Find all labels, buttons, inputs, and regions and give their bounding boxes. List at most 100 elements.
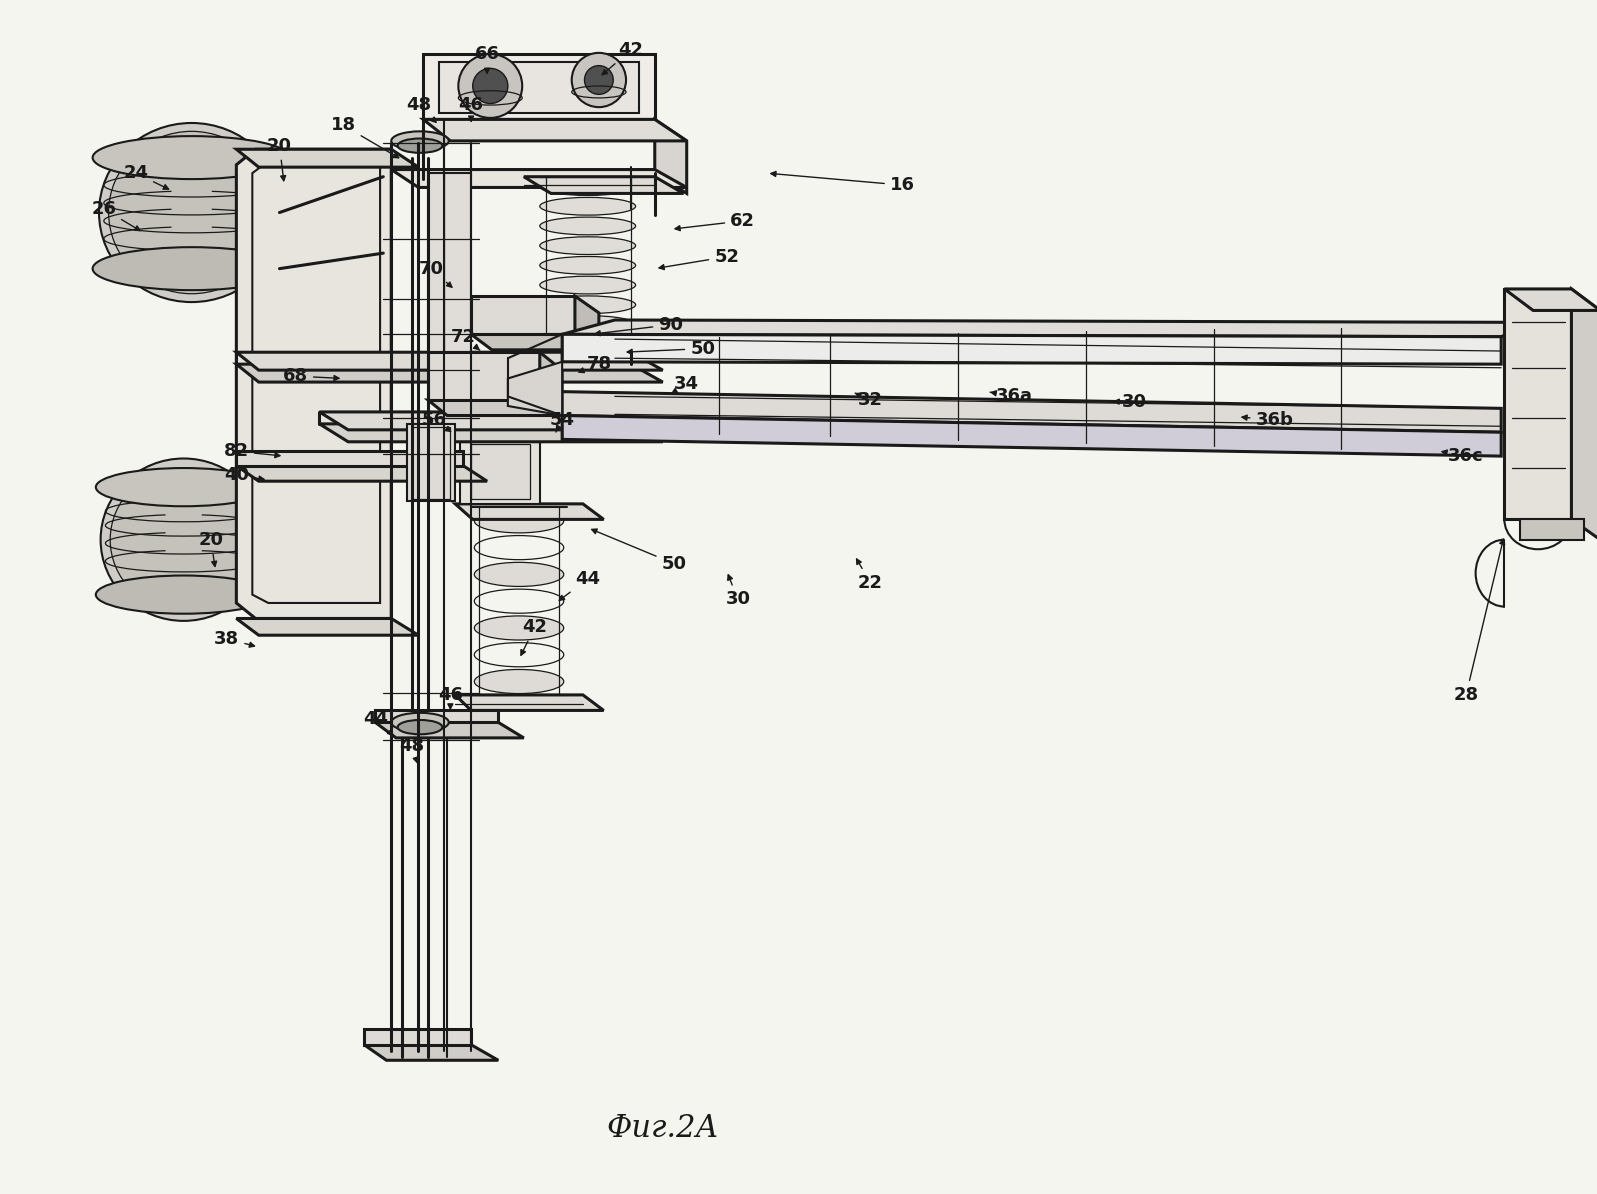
Ellipse shape xyxy=(391,131,449,150)
Text: 68: 68 xyxy=(283,367,339,386)
Text: 82: 82 xyxy=(224,442,279,461)
Text: 62: 62 xyxy=(676,211,755,230)
Ellipse shape xyxy=(474,509,564,533)
Text: 48: 48 xyxy=(406,96,436,122)
Ellipse shape xyxy=(109,131,275,294)
Ellipse shape xyxy=(474,616,564,640)
Text: 20: 20 xyxy=(267,136,292,180)
Text: 18: 18 xyxy=(331,116,399,158)
Polygon shape xyxy=(471,334,599,350)
Ellipse shape xyxy=(96,468,271,506)
Text: 78: 78 xyxy=(580,355,612,374)
Polygon shape xyxy=(375,722,524,738)
Text: 40: 40 xyxy=(224,466,264,485)
Text: 44: 44 xyxy=(363,709,393,736)
Text: Фиг.2А: Фиг.2А xyxy=(607,1113,719,1144)
Polygon shape xyxy=(540,352,562,416)
Polygon shape xyxy=(319,424,663,442)
Polygon shape xyxy=(279,165,383,227)
Polygon shape xyxy=(471,296,575,334)
Polygon shape xyxy=(428,173,471,352)
Text: 90: 90 xyxy=(596,315,684,336)
Circle shape xyxy=(473,68,508,104)
Polygon shape xyxy=(260,516,383,554)
Ellipse shape xyxy=(110,468,257,611)
Polygon shape xyxy=(471,444,530,499)
Text: 42: 42 xyxy=(602,41,644,75)
Text: 20: 20 xyxy=(198,530,224,566)
Text: 70: 70 xyxy=(418,259,452,288)
Ellipse shape xyxy=(540,197,636,215)
Ellipse shape xyxy=(398,720,442,734)
Text: 36b: 36b xyxy=(1242,411,1294,430)
Text: 50: 50 xyxy=(592,529,687,573)
Polygon shape xyxy=(562,392,1501,432)
Polygon shape xyxy=(423,119,687,141)
Ellipse shape xyxy=(391,713,449,732)
Polygon shape xyxy=(407,424,455,501)
Circle shape xyxy=(585,66,613,94)
Ellipse shape xyxy=(540,296,636,314)
Text: 32: 32 xyxy=(854,390,883,410)
Polygon shape xyxy=(562,334,1501,364)
Polygon shape xyxy=(428,352,540,400)
Polygon shape xyxy=(455,504,604,519)
Ellipse shape xyxy=(540,236,636,254)
Text: 38: 38 xyxy=(214,629,254,648)
Ellipse shape xyxy=(99,123,284,302)
Text: 44: 44 xyxy=(559,570,600,601)
Polygon shape xyxy=(1504,289,1597,310)
Polygon shape xyxy=(1504,289,1571,519)
Text: 36c: 36c xyxy=(1442,447,1484,466)
Text: 56: 56 xyxy=(422,411,450,431)
Text: 36a: 36a xyxy=(990,387,1033,406)
Polygon shape xyxy=(508,334,562,439)
Text: 34: 34 xyxy=(671,375,699,394)
Polygon shape xyxy=(575,296,599,350)
Ellipse shape xyxy=(540,257,636,275)
Text: 30: 30 xyxy=(1115,393,1147,412)
Polygon shape xyxy=(1571,289,1597,540)
Polygon shape xyxy=(391,170,687,187)
Polygon shape xyxy=(236,364,663,382)
Polygon shape xyxy=(236,466,487,481)
Ellipse shape xyxy=(93,136,291,179)
Text: 50: 50 xyxy=(628,339,715,358)
Ellipse shape xyxy=(474,670,564,694)
Circle shape xyxy=(458,54,522,118)
Polygon shape xyxy=(364,1029,471,1045)
Circle shape xyxy=(572,53,626,107)
Polygon shape xyxy=(428,400,562,416)
Text: 42: 42 xyxy=(521,617,548,656)
Polygon shape xyxy=(562,320,1533,337)
Polygon shape xyxy=(423,54,655,119)
Polygon shape xyxy=(455,695,604,710)
Text: 46: 46 xyxy=(438,685,463,709)
Polygon shape xyxy=(364,1045,498,1060)
Polygon shape xyxy=(236,352,663,370)
Polygon shape xyxy=(236,149,418,167)
Text: 52: 52 xyxy=(660,247,739,270)
Polygon shape xyxy=(375,710,498,722)
Text: 46: 46 xyxy=(458,96,484,121)
Text: 26: 26 xyxy=(91,199,141,230)
Text: 66: 66 xyxy=(474,44,500,73)
Text: 22: 22 xyxy=(856,559,883,592)
Ellipse shape xyxy=(398,139,442,153)
Text: 30: 30 xyxy=(725,574,751,609)
Text: 72: 72 xyxy=(450,327,479,350)
Polygon shape xyxy=(439,62,639,113)
Ellipse shape xyxy=(540,276,636,294)
Ellipse shape xyxy=(540,315,636,333)
Polygon shape xyxy=(655,119,687,193)
Polygon shape xyxy=(460,439,540,504)
Polygon shape xyxy=(1520,519,1584,540)
Polygon shape xyxy=(236,618,418,635)
Ellipse shape xyxy=(101,458,267,621)
Text: 28: 28 xyxy=(1453,540,1504,704)
Text: 54: 54 xyxy=(549,411,575,432)
Polygon shape xyxy=(524,177,684,193)
Ellipse shape xyxy=(93,247,291,290)
Text: 48: 48 xyxy=(399,737,425,763)
Polygon shape xyxy=(236,149,391,618)
